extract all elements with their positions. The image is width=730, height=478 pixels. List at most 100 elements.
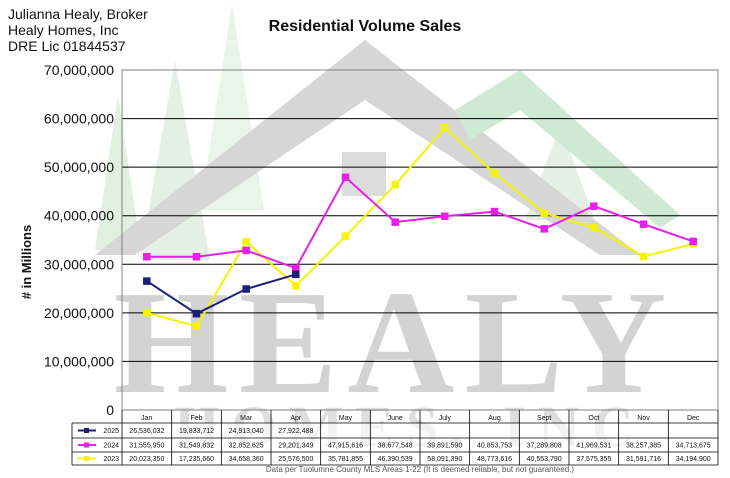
data-point-2023	[192, 322, 201, 331]
data-point-2025	[242, 285, 250, 293]
data-point-2024	[639, 220, 648, 228]
table-cell-value: 48,773,616	[477, 456, 512, 463]
series-2024	[143, 173, 697, 272]
x-tick-label: Jan	[141, 415, 152, 422]
watermark-chimney	[342, 152, 386, 196]
data-point-2024	[192, 253, 201, 261]
table-cell-value: 46,390,539	[378, 456, 413, 463]
legend-marker-2025	[84, 428, 89, 433]
table-row-2025: 2025 26,536,032 19,833,712 24,913,040 27,922…	[78, 428, 313, 435]
table-cell-value: 47,915,616	[328, 443, 363, 450]
table-cell-value: 17,235,660	[179, 456, 214, 463]
series-line-2023	[146, 126, 694, 328]
x-tick-label: Mar	[240, 415, 253, 422]
y-tick-label: 20,000,000	[44, 305, 114, 321]
data-point-2023	[540, 209, 548, 217]
table-cell-value: 34,713,675	[676, 443, 711, 450]
data-point-2023	[639, 252, 648, 261]
data-point-2025	[143, 277, 151, 285]
series-2023	[143, 124, 697, 331]
y-tick-label: 50,000,000	[44, 159, 114, 175]
table-cell-value: 58,091,390	[427, 456, 462, 463]
data-point-2023	[341, 232, 350, 240]
table-cell-value: 35,781,855	[328, 456, 363, 463]
table-cell-value: 34,658,360	[229, 456, 264, 463]
legend-marker-2023	[84, 456, 89, 461]
y-tick-label: 30,000,000	[44, 256, 114, 272]
x-tick-label: July	[439, 415, 452, 422]
table-cell-value: 38,677,548	[378, 443, 413, 450]
x-tick-label: May	[339, 415, 353, 422]
y-tick-labels: 0 10,000,000 20,000,000 30,000,000 40,000,00…	[44, 62, 114, 418]
broker-name: Julianna Healy, Broker	[8, 6, 148, 22]
data-table: Jan Feb Mar Apr May June July Aug Sept Oct Nov Dec 2…	[71, 410, 719, 466]
table-cell-value: 20,023,350	[129, 456, 164, 463]
footnote: Data per Tuolumne County MLS Areas 1-22 …	[265, 465, 575, 474]
series-2025	[143, 270, 300, 318]
x-tick-label: Sept	[537, 415, 551, 422]
data-point-2024	[391, 218, 399, 226]
company-name: Healy Homes, Inc	[8, 22, 119, 38]
series-layer	[143, 124, 697, 331]
data-point-2024	[242, 246, 250, 255]
table-cell-value: 25,576,500	[278, 456, 313, 463]
table-cell-value: 31,555,950	[129, 443, 164, 450]
y-tick-label: 60,000,000	[44, 111, 114, 127]
data-point-2023	[242, 237, 250, 246]
data-point-2025	[292, 270, 300, 279]
data-point-2023	[143, 308, 151, 317]
data-point-2023	[292, 282, 300, 290]
table-cell-value: 26,536,032	[129, 428, 164, 435]
license-number: DRE Lic 01844537	[8, 38, 126, 54]
data-point-2023	[590, 223, 598, 232]
table-cell-value: 19,833,712	[179, 428, 214, 435]
data-point-2023	[391, 180, 399, 189]
table-cell-value: 31,591,716	[626, 456, 661, 463]
series-line-2024	[146, 175, 694, 270]
watermark-big-text: HEALY	[114, 261, 677, 425]
x-tick-label: Feb	[190, 415, 202, 422]
watermark-roof	[95, 40, 640, 255]
watermark-chevron	[455, 70, 680, 228]
table-cell-value: 27,922,488	[278, 428, 313, 435]
data-point-2024	[143, 252, 151, 261]
x-tick-label: June	[388, 415, 403, 422]
x-tick-label: Dec	[687, 415, 700, 422]
series-line-2025	[146, 273, 297, 315]
data-point-2024	[540, 225, 548, 233]
data-point-2024	[341, 173, 350, 182]
y-tick-label: 10,000,000	[44, 353, 114, 369]
data-point-2024	[292, 264, 300, 272]
table-cell-value: 29,201,349	[278, 443, 313, 450]
y-tick-label: 70,000,000	[44, 62, 114, 78]
table-background	[72, 423, 718, 465]
x-tick-label: Aug	[488, 415, 501, 422]
table-cell-value: 34,194,900	[676, 456, 711, 463]
legend-label-2023: 2023	[103, 456, 119, 463]
table-cell-value: 32,852,625	[229, 443, 264, 450]
y-axis-label: # in Millions	[19, 225, 34, 299]
data-point-2025	[192, 309, 201, 318]
data-point-2024	[590, 202, 598, 210]
legend-label-2025: 2025	[103, 428, 119, 435]
data-point-2024	[490, 207, 499, 216]
table-cell-value: 38,257,385	[626, 443, 661, 450]
legend-marker-2024	[84, 442, 89, 448]
chart-title: Residential Volume Sales	[268, 18, 462, 35]
data-point-2023	[490, 169, 499, 177]
y-tick-label: 40,000,000	[44, 208, 114, 224]
watermark-logo: HEALY HOMES, INC	[95, 4, 680, 459]
x-tick-label: Oct	[588, 415, 599, 422]
x-tick-label: Apr	[290, 415, 302, 422]
table-cell-value: 37,289,808	[527, 443, 562, 450]
table-row-2023: 2023 20,023,350 17,235,660 34,658,360 25,576…	[78, 456, 711, 463]
legend-label-2024: 2024	[103, 443, 119, 450]
y-tick-label: 0	[106, 402, 114, 418]
table-cell-value: 31,549,832	[179, 443, 214, 450]
table-cell-value: 37,575,355	[576, 456, 611, 463]
table-cell-value: 40,853,753	[477, 443, 512, 450]
table-cell-value: 41,969,531	[576, 443, 611, 450]
table-cell-value: 40,553,790	[527, 456, 562, 463]
